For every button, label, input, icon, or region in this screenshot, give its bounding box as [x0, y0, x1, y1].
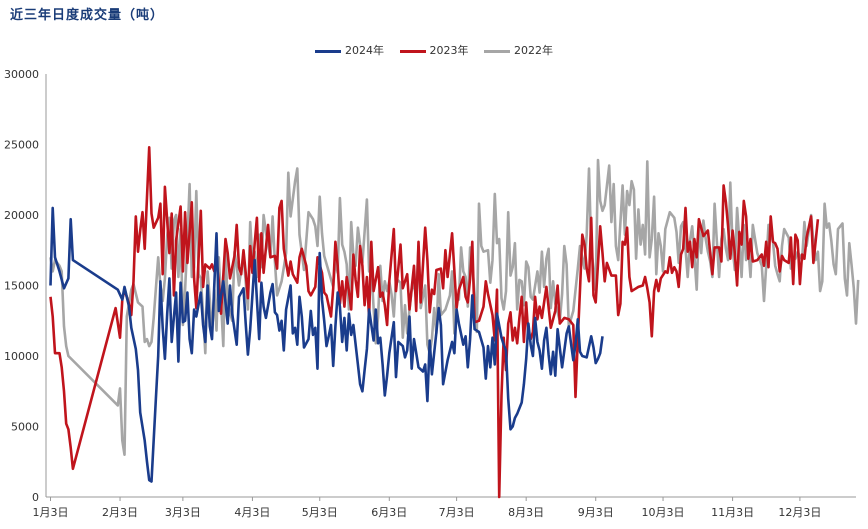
x-tick-label: 2月3日 [102, 506, 138, 519]
y-tick-label: 5000 [11, 421, 39, 434]
x-tick-label: 6月3日 [371, 506, 407, 519]
legend-swatch-2023 [399, 49, 426, 53]
series-line-2024 [49, 206, 604, 483]
y-tick-label: 25000 [4, 139, 39, 152]
x-tick-label: 10月3日 [642, 506, 685, 519]
series-group [49, 146, 860, 499]
y-tick-label: 20000 [4, 209, 39, 222]
y-tick-label: 30000 [4, 68, 39, 81]
x-tick-label: 8月3日 [508, 506, 544, 519]
axes: 0 5000 10000 15000 20000 25000 30000 1月3日 2月3日 3月… [4, 68, 856, 519]
y-tick-label: 15000 [4, 280, 39, 293]
legend-item-2022: 2022年 [484, 42, 553, 58]
x-tick-label: 7月3日 [439, 506, 475, 519]
x-tick-label: 3月3日 [165, 506, 201, 519]
x-tick-label: 4月3日 [234, 506, 270, 519]
x-tick-label: 1月3日 [32, 506, 68, 519]
series-line-2022 [49, 158, 860, 456]
y-tick-label: 0 [32, 491, 39, 504]
y-tick-label: 10000 [4, 350, 39, 363]
legend-label-2024: 2024年 [345, 44, 384, 57]
legend-item-2023: 2023年 [399, 42, 469, 58]
legend-label-2023: 2023年 [429, 44, 469, 57]
x-tick-label: 9月3日 [578, 506, 614, 519]
x-tick-label: 5月3日 [302, 506, 338, 519]
legend-swatch-2024 [315, 49, 341, 53]
chart-title: 近三年日度成交量（吨） [10, 8, 165, 23]
legend-item-2024: 2024年 [315, 42, 384, 58]
x-tick-label: 12月3日 [778, 506, 821, 519]
legend-label-2022: 2022年 [514, 44, 553, 57]
x-tick-label: 11月3日 [711, 506, 754, 519]
legend-swatch-2022 [484, 49, 510, 53]
legend: 2024年 2023年 2022年 [0, 42, 868, 58]
